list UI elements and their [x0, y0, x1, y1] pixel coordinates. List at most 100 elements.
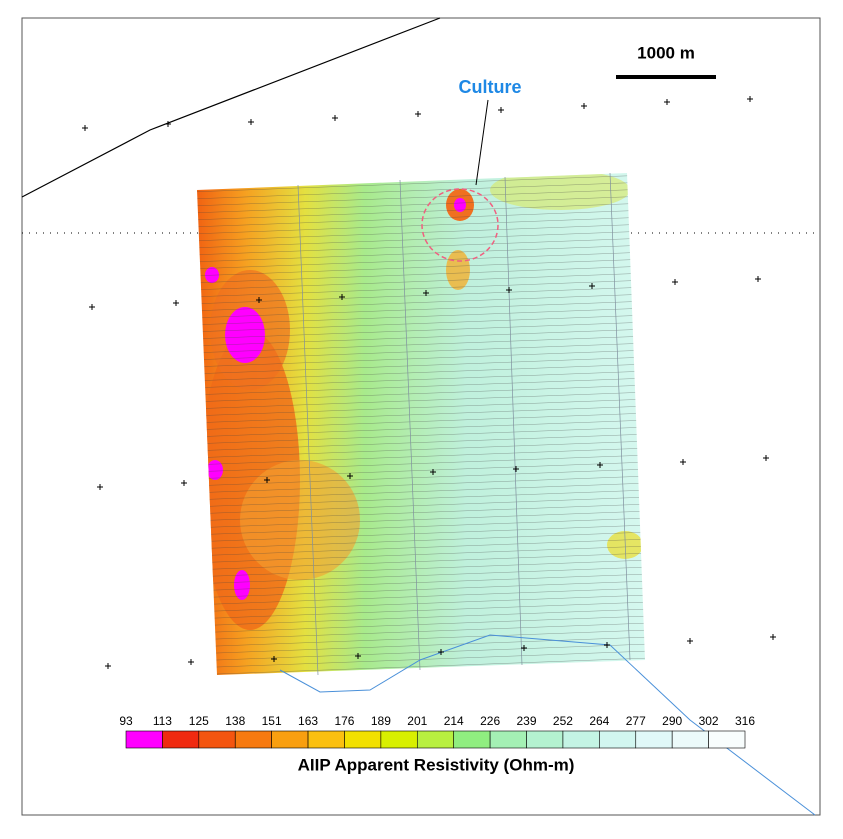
flight-line: [197, 468, 645, 487]
flight-line: [197, 426, 645, 445]
flight-line: [197, 531, 645, 550]
river: [279, 634, 816, 816]
flight-line: [197, 538, 645, 557]
flight-line: [197, 412, 645, 431]
legend-title: AIIP Apparent Resistivity (Ohm-m): [298, 755, 575, 774]
flight-line: [197, 545, 645, 564]
legend-swatch: [125, 730, 163, 749]
legend-swatch: [416, 730, 455, 749]
legend-label: 302: [699, 714, 719, 728]
flight-line: [197, 356, 645, 375]
legend-label: 277: [626, 714, 646, 728]
flight-line: [197, 230, 645, 249]
flight-line: [197, 174, 645, 193]
flight-line: [197, 377, 645, 396]
flight-line: [197, 335, 645, 354]
flight-line: [197, 314, 645, 333]
legend-label: 93: [119, 714, 133, 728]
legend-label: 264: [589, 714, 609, 728]
flight-line: [197, 321, 645, 340]
legend-label: 176: [334, 714, 354, 728]
resistivity-grid: [197, 173, 645, 675]
flight-line: [197, 608, 645, 627]
flight-line: [197, 272, 645, 291]
flight-line: [197, 552, 645, 571]
culture-pointer: [475, 99, 489, 186]
flight-line: [197, 440, 645, 459]
flight-line: [197, 489, 645, 508]
flight-line: [197, 300, 645, 319]
flight-line: [197, 580, 645, 599]
legend-label: 226: [480, 714, 500, 728]
flight-line: [197, 307, 645, 326]
flight-line: [197, 643, 645, 662]
flight-line: [197, 398, 645, 417]
flight-line: [197, 202, 645, 221]
flight-line: [197, 265, 645, 284]
flight-line: [197, 629, 645, 648]
legend-label: 290: [662, 714, 682, 728]
flight-line: [197, 279, 645, 298]
flight-line: [197, 286, 645, 305]
flight-line: [197, 370, 645, 389]
flight-line: [197, 601, 645, 620]
scale-bar-label: 1000 m: [637, 43, 695, 62]
flight-line: [197, 566, 645, 585]
legend-swatch: [489, 730, 527, 749]
legend-swatch: [198, 730, 236, 749]
flight-line: [197, 209, 645, 228]
legend-swatch: [453, 730, 491, 749]
legend-label: 214: [444, 714, 464, 728]
flight-line: [197, 181, 645, 200]
tie-lines: [297, 172, 631, 676]
flight-line: [197, 251, 645, 270]
annotation: Culture: [459, 77, 522, 97]
legend-swatch: [708, 730, 746, 749]
culture-outline: [421, 188, 499, 262]
legend-swatch: [162, 730, 200, 749]
legend-label: 201: [407, 714, 427, 728]
legend-swatch: [271, 730, 309, 749]
legend-label: 239: [517, 714, 537, 728]
flight-line: [197, 223, 645, 242]
flight-line: [197, 349, 645, 368]
flight-line: [197, 503, 645, 522]
flight-line: [197, 524, 645, 543]
flight-line: [197, 496, 645, 515]
flight-line: [197, 258, 645, 277]
flight-line: [197, 636, 645, 655]
flight-line: [197, 559, 645, 578]
legend-swatch: [562, 730, 600, 749]
flight-line: [197, 237, 645, 256]
flight-line: [197, 391, 645, 410]
flight-line: [197, 342, 645, 361]
flight-line: [197, 447, 645, 466]
legend-swatch: [380, 730, 418, 749]
flight-line: [197, 195, 645, 214]
legend: 93 113 125 138 151 163 176 189 201 214 226 239 252 26…: [119, 714, 755, 749]
legend-label: 189: [371, 714, 391, 728]
flight-line: [197, 419, 645, 438]
legend-label: 125: [189, 714, 209, 728]
flight-line: [197, 216, 645, 235]
legend-label: 163: [298, 714, 318, 728]
legend-swatch: [307, 730, 345, 749]
flight-line: [197, 454, 645, 473]
flight-line: [197, 517, 645, 536]
flight-line: [197, 573, 645, 592]
flight-line: [197, 461, 645, 480]
flight-line: [197, 594, 645, 613]
flight-line: [197, 188, 645, 207]
flight-line: [197, 510, 645, 529]
flight-line: [197, 587, 645, 606]
legend-label: 113: [153, 714, 172, 728]
legend-swatch: [344, 730, 382, 749]
survey-markers: [82, 96, 776, 669]
legend-swatch: [526, 730, 564, 749]
flight-line: [197, 244, 645, 263]
road: [21, 17, 441, 198]
flight-line: [197, 433, 645, 452]
flight-line: [197, 482, 645, 501]
